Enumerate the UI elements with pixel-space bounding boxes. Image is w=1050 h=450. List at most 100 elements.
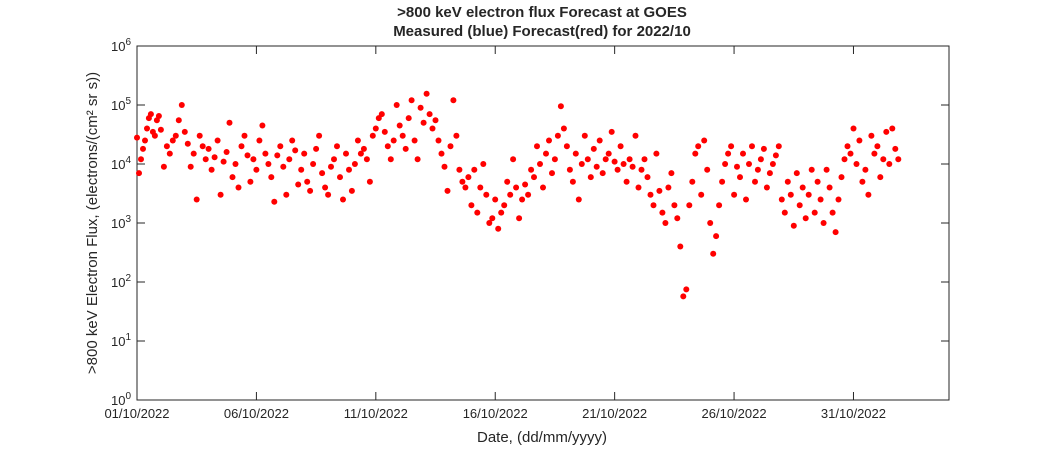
data-point [551, 156, 558, 163]
chart-title: >800 keV electron flux Forecast at GOES … [393, 4, 691, 40]
data-point [214, 137, 221, 144]
data-point [638, 166, 645, 173]
data-point [563, 143, 570, 150]
data-point [295, 181, 302, 188]
data-point [184, 140, 191, 147]
data-point [507, 191, 514, 198]
data-point [202, 156, 209, 163]
data-point [889, 125, 896, 132]
data-point [772, 152, 779, 159]
data-point [453, 132, 460, 139]
data-point [599, 170, 606, 177]
data-point [549, 170, 555, 177]
data-point [617, 143, 624, 150]
data-point [241, 132, 248, 139]
data-point [417, 104, 424, 111]
data-point [486, 220, 493, 226]
data-point [169, 137, 176, 144]
data-point [462, 184, 469, 191]
data-point [155, 113, 162, 119]
data-point [677, 243, 684, 250]
data-point [581, 132, 588, 139]
data-point [510, 156, 517, 163]
data-point [593, 163, 600, 170]
data-point [578, 161, 585, 167]
y-tick-exponent: 1 [125, 332, 131, 343]
data-point [695, 143, 702, 150]
data-point [671, 202, 678, 209]
data-point [686, 202, 693, 209]
data-point [301, 150, 308, 157]
chart-title-line: >800 keV electron flux Forecast at GOES [397, 4, 687, 21]
data-point [769, 161, 776, 167]
data-point [698, 191, 705, 198]
data-point [160, 163, 167, 170]
data-point [138, 156, 144, 163]
data-point [808, 166, 815, 173]
data-point [223, 149, 230, 155]
data-point [865, 191, 872, 198]
data-point [543, 150, 549, 157]
data-point [459, 178, 466, 185]
y-tick-exponent: 0 [125, 391, 131, 402]
data-point [471, 166, 478, 173]
data-point [737, 174, 743, 181]
data-point [620, 161, 627, 167]
data-point [411, 137, 418, 144]
data-point [307, 187, 314, 194]
data-point [557, 103, 564, 110]
data-point [348, 187, 355, 194]
y-tick-base: 10 [111, 98, 125, 113]
data-point [868, 132, 875, 139]
data-point [546, 137, 552, 144]
data-point [483, 191, 490, 198]
data-point [175, 117, 182, 124]
data-point [187, 163, 194, 170]
data-point [193, 196, 200, 203]
y-tick-label: 102 [111, 273, 131, 290]
data-point [435, 137, 442, 144]
data-point [659, 209, 666, 216]
data-point [181, 128, 188, 135]
data-point [522, 181, 529, 188]
data-point [289, 137, 296, 144]
data-point [322, 184, 329, 191]
data-point [716, 202, 723, 209]
data-point [614, 166, 621, 173]
data-point [369, 132, 376, 139]
data-point [492, 196, 499, 203]
data-point [850, 125, 857, 132]
data-point [713, 233, 720, 240]
data-point [268, 174, 275, 181]
data-point [172, 132, 179, 139]
data-point [196, 132, 203, 139]
data-point [692, 150, 699, 157]
data-point [847, 150, 854, 157]
data-point [337, 174, 343, 181]
data-point [319, 170, 326, 177]
x-tick-label: 16/10/2022 [463, 406, 528, 421]
data-point [587, 174, 594, 181]
data-point [405, 115, 412, 122]
data-point [650, 202, 657, 209]
data-point [456, 166, 463, 173]
data-point [793, 170, 800, 177]
data-point [501, 202, 508, 209]
data-point [817, 196, 824, 203]
data-point [886, 161, 893, 167]
data-point [560, 125, 567, 132]
data-point [668, 170, 675, 177]
data-point [874, 143, 881, 150]
data-point [880, 156, 887, 163]
data-point [802, 215, 809, 222]
data-point [298, 166, 305, 173]
data-point [250, 156, 257, 163]
data-point [602, 156, 609, 163]
data-point [408, 97, 415, 104]
data-point [760, 145, 767, 152]
data-point [629, 163, 636, 170]
data-point [790, 222, 797, 229]
data-point [414, 156, 421, 163]
data-point [877, 174, 884, 181]
